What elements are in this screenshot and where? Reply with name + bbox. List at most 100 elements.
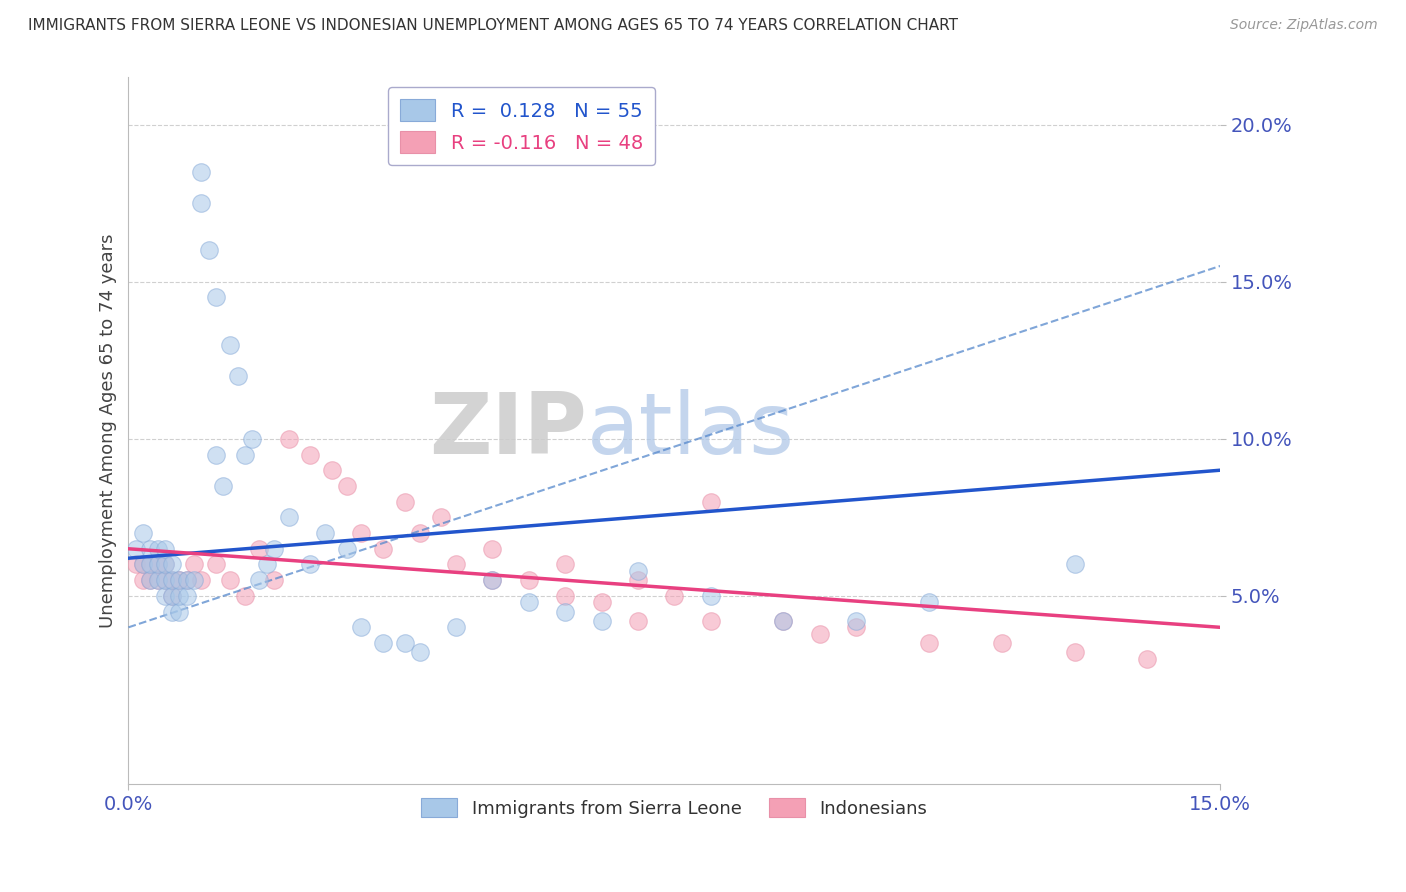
Point — [249, 573, 271, 587]
Point — [146, 558, 169, 572]
Point — [263, 573, 285, 587]
Point — [336, 541, 359, 556]
Point — [233, 589, 256, 603]
Point — [591, 595, 613, 609]
Text: Source: ZipAtlas.com: Source: ZipAtlas.com — [1230, 18, 1378, 32]
Point — [1063, 645, 1085, 659]
Point — [132, 558, 155, 572]
Point — [153, 573, 176, 587]
Point — [627, 573, 650, 587]
Point — [481, 541, 503, 556]
Y-axis label: Unemployment Among Ages 65 to 74 years: Unemployment Among Ages 65 to 74 years — [100, 234, 117, 628]
Point — [554, 558, 576, 572]
Point — [153, 558, 176, 572]
Point — [139, 558, 162, 572]
Point — [918, 595, 941, 609]
Point — [350, 526, 373, 541]
Point — [190, 573, 212, 587]
Point — [699, 614, 721, 628]
Point — [772, 614, 794, 628]
Point — [554, 589, 576, 603]
Point — [481, 573, 503, 587]
Point — [591, 614, 613, 628]
Point — [204, 448, 226, 462]
Point — [176, 573, 198, 587]
Point — [408, 645, 430, 659]
Text: ZIP: ZIP — [429, 390, 586, 473]
Point — [132, 558, 155, 572]
Point — [197, 244, 219, 258]
Point — [918, 636, 941, 650]
Text: atlas: atlas — [586, 390, 794, 473]
Point — [160, 605, 183, 619]
Point — [226, 368, 249, 383]
Point — [160, 573, 183, 587]
Point — [277, 510, 299, 524]
Point — [139, 573, 162, 587]
Point — [204, 290, 226, 304]
Point — [699, 494, 721, 508]
Point — [190, 164, 212, 178]
Point — [146, 558, 169, 572]
Point — [256, 558, 278, 572]
Point — [146, 573, 169, 587]
Point — [845, 614, 868, 628]
Point — [169, 605, 191, 619]
Point — [233, 448, 256, 462]
Point — [160, 589, 183, 603]
Point — [132, 526, 155, 541]
Point — [321, 463, 343, 477]
Point — [169, 589, 191, 603]
Point — [845, 620, 868, 634]
Point — [183, 573, 205, 587]
Point — [299, 448, 322, 462]
Point — [190, 196, 212, 211]
Point — [314, 526, 336, 541]
Point — [146, 573, 169, 587]
Point — [160, 589, 183, 603]
Point — [169, 573, 191, 587]
Point — [176, 589, 198, 603]
Point — [240, 432, 263, 446]
Point — [373, 636, 395, 650]
Point — [219, 573, 242, 587]
Point — [139, 573, 162, 587]
Legend: Immigrants from Sierra Leone, Indonesians: Immigrants from Sierra Leone, Indonesian… — [415, 791, 935, 825]
Point — [125, 558, 148, 572]
Point — [204, 558, 226, 572]
Text: IMMIGRANTS FROM SIERRA LEONE VS INDONESIAN UNEMPLOYMENT AMONG AGES 65 TO 74 YEAR: IMMIGRANTS FROM SIERRA LEONE VS INDONESI… — [28, 18, 957, 33]
Point — [277, 432, 299, 446]
Point — [350, 620, 373, 634]
Point — [176, 573, 198, 587]
Point — [664, 589, 686, 603]
Point — [517, 573, 540, 587]
Point — [146, 541, 169, 556]
Point — [1136, 652, 1159, 666]
Point — [772, 614, 794, 628]
Point — [153, 589, 176, 603]
Point — [249, 541, 271, 556]
Point — [444, 558, 467, 572]
Point — [336, 479, 359, 493]
Point — [394, 494, 416, 508]
Point — [160, 558, 183, 572]
Point — [394, 636, 416, 650]
Point — [517, 595, 540, 609]
Point — [554, 605, 576, 619]
Point — [160, 573, 183, 587]
Point — [263, 541, 285, 556]
Point — [125, 541, 148, 556]
Point — [1063, 558, 1085, 572]
Point — [430, 510, 453, 524]
Point — [183, 558, 205, 572]
Point — [153, 541, 176, 556]
Point — [169, 573, 191, 587]
Point — [627, 564, 650, 578]
Point — [139, 558, 162, 572]
Point — [444, 620, 467, 634]
Point — [481, 573, 503, 587]
Point — [139, 541, 162, 556]
Point — [627, 614, 650, 628]
Point — [299, 558, 322, 572]
Point — [991, 636, 1014, 650]
